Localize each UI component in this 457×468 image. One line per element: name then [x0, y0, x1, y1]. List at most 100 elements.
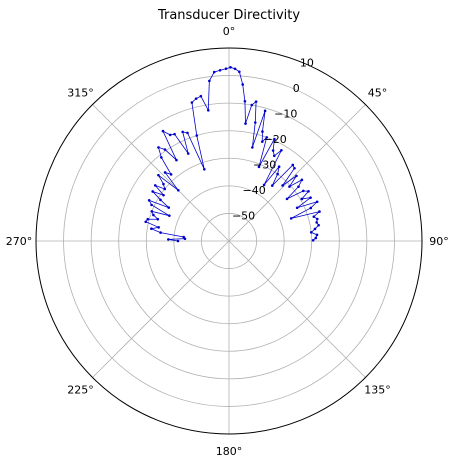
ring-gridline — [173, 185, 285, 297]
data-point — [156, 217, 160, 221]
r-tick-label: −20 — [264, 133, 287, 146]
data-point — [150, 227, 153, 231]
data-point — [203, 168, 206, 171]
data-point — [208, 79, 211, 83]
theta-tick-label: 0° — [223, 25, 236, 38]
data-point — [309, 206, 313, 210]
spoke-gridline-315 — [92, 104, 230, 242]
data-point — [147, 199, 151, 202]
polar-grid — [35, 47, 423, 435]
data-point — [291, 163, 295, 167]
data-point — [315, 221, 318, 224]
data-point — [212, 70, 216, 74]
data-point — [169, 173, 173, 176]
data-point — [199, 94, 203, 98]
theta-tick-label: 270° — [6, 235, 33, 248]
data-point — [163, 187, 167, 191]
data-point — [159, 231, 162, 234]
data-point — [263, 109, 267, 113]
data-point — [168, 214, 171, 217]
data-point — [271, 149, 275, 152]
data-point — [251, 146, 254, 149]
data-series — [144, 66, 321, 243]
data-point — [280, 148, 283, 152]
data-point — [288, 185, 291, 188]
data-point — [281, 184, 284, 187]
data-point — [233, 67, 237, 71]
data-point — [160, 156, 163, 159]
spoke-gridline-45 — [228, 104, 366, 242]
r-tick-label: 10 — [300, 57, 314, 70]
data-point — [250, 103, 254, 107]
data-point — [295, 206, 299, 210]
data-point — [261, 130, 264, 133]
data-point — [289, 217, 293, 220]
data-point — [181, 130, 184, 134]
data-point — [309, 231, 313, 234]
data-point — [152, 213, 155, 217]
data-point — [243, 99, 247, 103]
data-point — [176, 239, 180, 243]
data-point — [162, 193, 165, 197]
data-point — [241, 83, 244, 86]
data-point — [265, 136, 269, 139]
data-point — [151, 190, 154, 193]
data-point — [167, 206, 171, 209]
r-tick-label: −30 — [253, 159, 276, 172]
data-point — [301, 189, 305, 193]
ring-gridline — [145, 157, 313, 325]
data-point — [175, 158, 178, 162]
data-point — [206, 108, 210, 112]
data-point — [167, 238, 170, 241]
data-point — [162, 182, 165, 186]
chart-title: Transducer Directivity — [157, 8, 300, 23]
data-point — [190, 101, 194, 104]
data-point — [257, 165, 261, 169]
data-point — [157, 173, 160, 177]
spoke-gridline-225 — [92, 240, 230, 378]
ring-gridline — [63, 75, 395, 407]
data-point — [157, 226, 160, 229]
data-point — [229, 66, 232, 69]
r-tick-label: 0 — [293, 82, 300, 95]
data-point — [168, 133, 172, 137]
data-point — [195, 134, 199, 137]
data-point — [254, 100, 258, 103]
data-point — [293, 166, 296, 170]
data-point — [173, 132, 176, 136]
data-point — [186, 152, 190, 155]
r-tick-label: −10 — [274, 108, 297, 121]
polar-frame — [35, 47, 423, 435]
data-point — [177, 189, 180, 192]
axis-labels: 0° 45° 90° 135° 180° 225° 270° 315° −50 −40 −30 −20… — [6, 25, 449, 458]
data-point — [315, 233, 319, 237]
data-point — [161, 129, 165, 133]
data-point — [186, 131, 189, 135]
data-point — [295, 174, 298, 178]
spoke-gridline-135 — [228, 240, 366, 378]
data-point — [262, 183, 266, 187]
data-point — [313, 227, 317, 231]
data-point — [317, 223, 320, 227]
data-point — [311, 238, 315, 242]
data-point — [194, 97, 198, 100]
ring-gridline — [90, 102, 368, 380]
data-point — [277, 165, 281, 169]
r-tick-label: −50 — [232, 210, 255, 223]
data-point — [159, 198, 162, 202]
data-point — [314, 236, 318, 240]
data-point — [224, 67, 228, 71]
data-point — [218, 68, 222, 72]
data-point — [270, 184, 274, 187]
ring-gridline — [201, 213, 257, 269]
theta-tick-label: 90° — [429, 235, 449, 248]
data-point — [182, 235, 185, 239]
data-point — [297, 185, 300, 188]
data-point — [163, 148, 167, 151]
data-point — [318, 210, 321, 213]
theta-tick-label: 45° — [368, 87, 388, 100]
data-point — [260, 140, 264, 143]
data-point — [309, 196, 312, 199]
data-point — [276, 172, 279, 176]
